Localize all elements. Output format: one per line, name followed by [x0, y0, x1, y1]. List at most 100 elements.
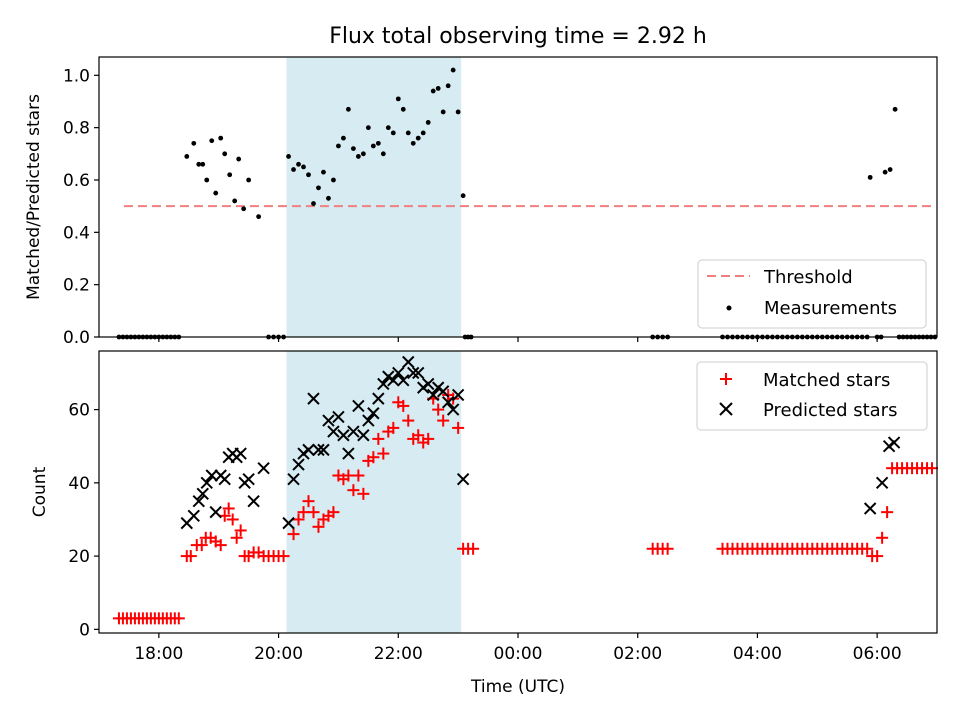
measurement-point — [241, 206, 247, 212]
predicted-star-point — [456, 472, 470, 486]
measurement-point — [395, 96, 401, 102]
matched-star-point — [377, 447, 390, 460]
predicted-star-point — [426, 388, 440, 402]
bottom-x-ticks: 18:00 20:00 22:00 00:00 02:00 04:00 06:00 — [134, 633, 902, 664]
predicted-star-point — [317, 443, 330, 457]
matched-star-point — [230, 531, 243, 544]
predicted-star-point — [282, 516, 295, 530]
x-tick-label: 22:00 — [374, 644, 423, 664]
x-tick-label: 18:00 — [134, 644, 183, 664]
top-y-tick-label: 0.0 — [63, 328, 90, 348]
measurement-point — [435, 86, 441, 91]
predicted-star-point — [247, 494, 260, 508]
predicted-star-point — [342, 447, 355, 460]
matched-star-point — [452, 421, 465, 434]
measurement-point — [256, 214, 262, 220]
top-y-tick-label: 0.4 — [63, 223, 90, 243]
matched-star-point — [357, 487, 370, 500]
measurement-point — [425, 120, 431, 125]
measurement-point — [882, 169, 888, 175]
predicted-star-point — [362, 414, 375, 427]
measurement-point — [184, 154, 190, 159]
predicted-star-point — [441, 396, 455, 409]
measurement-point — [405, 130, 411, 136]
measurement-point — [385, 125, 391, 131]
predicted-star-point — [357, 429, 370, 442]
legend-matched-label: Matched stars — [763, 370, 890, 391]
matched-star-point — [214, 539, 227, 552]
matched-star-point — [367, 451, 380, 464]
top-y-tick-label: 0.6 — [63, 171, 90, 191]
top-span — [286, 57, 462, 337]
bottom-y-tick-label: 20 — [68, 547, 90, 567]
measurement-point — [336, 143, 341, 149]
bottom-legend: Matched stars Predicted stars — [696, 361, 928, 431]
predicted-star-point — [196, 487, 209, 501]
matched-star-point — [861, 542, 874, 555]
legend-threshold-label: Threshold — [763, 267, 853, 288]
matched-star-point — [437, 414, 450, 427]
predicted-star-point — [287, 472, 300, 486]
predicted-star-point — [875, 476, 889, 490]
x-tick-label: 00:00 — [494, 644, 543, 664]
measurement-point — [400, 106, 406, 112]
top-legend: Threshold Measurements — [697, 259, 927, 329]
matched-star-point — [871, 550, 884, 563]
measurement-point — [350, 146, 356, 151]
measurement-point — [191, 140, 197, 146]
measurement-point — [887, 167, 893, 172]
x-tick-label: 02:00 — [613, 644, 662, 664]
predicted-star-point — [187, 509, 200, 523]
bottom-y-axis-label: Count — [30, 466, 50, 517]
predicted-star-point — [302, 443, 315, 457]
top-y-tick-label: 0.8 — [63, 119, 90, 139]
matched-star-point — [347, 484, 360, 497]
matched-star-point — [387, 421, 400, 434]
predicted-star-point — [234, 447, 247, 460]
predicted-star-point — [192, 494, 205, 508]
predicted-star-point — [397, 374, 410, 387]
predicted-star-point — [200, 476, 213, 490]
measurement-point — [365, 125, 371, 131]
predicted-star-point — [332, 410, 345, 424]
measurement-point — [246, 177, 252, 183]
matched-star-point — [277, 550, 290, 563]
measurement-point — [370, 143, 376, 149]
predicted-star-point — [377, 377, 390, 391]
predicted-star-point — [257, 461, 270, 475]
measurement-point — [892, 106, 898, 112]
matched-star-point — [397, 399, 410, 412]
bottom-y-tick-label: 40 — [68, 474, 90, 494]
measurement-point — [236, 156, 242, 162]
predicted-star-point — [307, 392, 320, 405]
measurement-point — [222, 151, 228, 157]
measurement-point — [355, 154, 361, 159]
measurement-point — [331, 177, 336, 183]
predicted-star-point — [446, 403, 460, 416]
measurement-point — [321, 169, 326, 175]
matched-star-point — [372, 432, 385, 445]
predicted-star-point — [863, 502, 877, 515]
measurement-point — [200, 161, 206, 167]
matched-star-point — [881, 506, 894, 519]
top-y-ticks: 0.0 0.2 0.4 0.6 0.8 1.0 — [63, 66, 99, 348]
predicted-star-point — [372, 392, 385, 405]
matched-star-point — [226, 513, 239, 526]
predicted-star-point — [347, 425, 360, 438]
matched-star-point — [184, 550, 197, 563]
bottom-axes-frame — [98, 350, 938, 634]
predicted-star-point — [322, 414, 335, 427]
matched-star-point — [307, 506, 320, 519]
predicted-star-point — [242, 472, 255, 486]
measurement-point — [341, 135, 346, 141]
measurement-point — [218, 135, 224, 141]
matched-star-point — [327, 506, 340, 519]
measurement-point — [360, 151, 366, 157]
measurement-point — [445, 83, 451, 89]
top-y-axis-label: Matched/Predicted stars — [24, 94, 44, 300]
predicted-star-point — [367, 407, 380, 420]
matched-star-point — [312, 520, 325, 533]
measurement-point — [311, 201, 316, 206]
predicted-star-point — [422, 377, 435, 391]
matched-star-point — [412, 429, 425, 442]
